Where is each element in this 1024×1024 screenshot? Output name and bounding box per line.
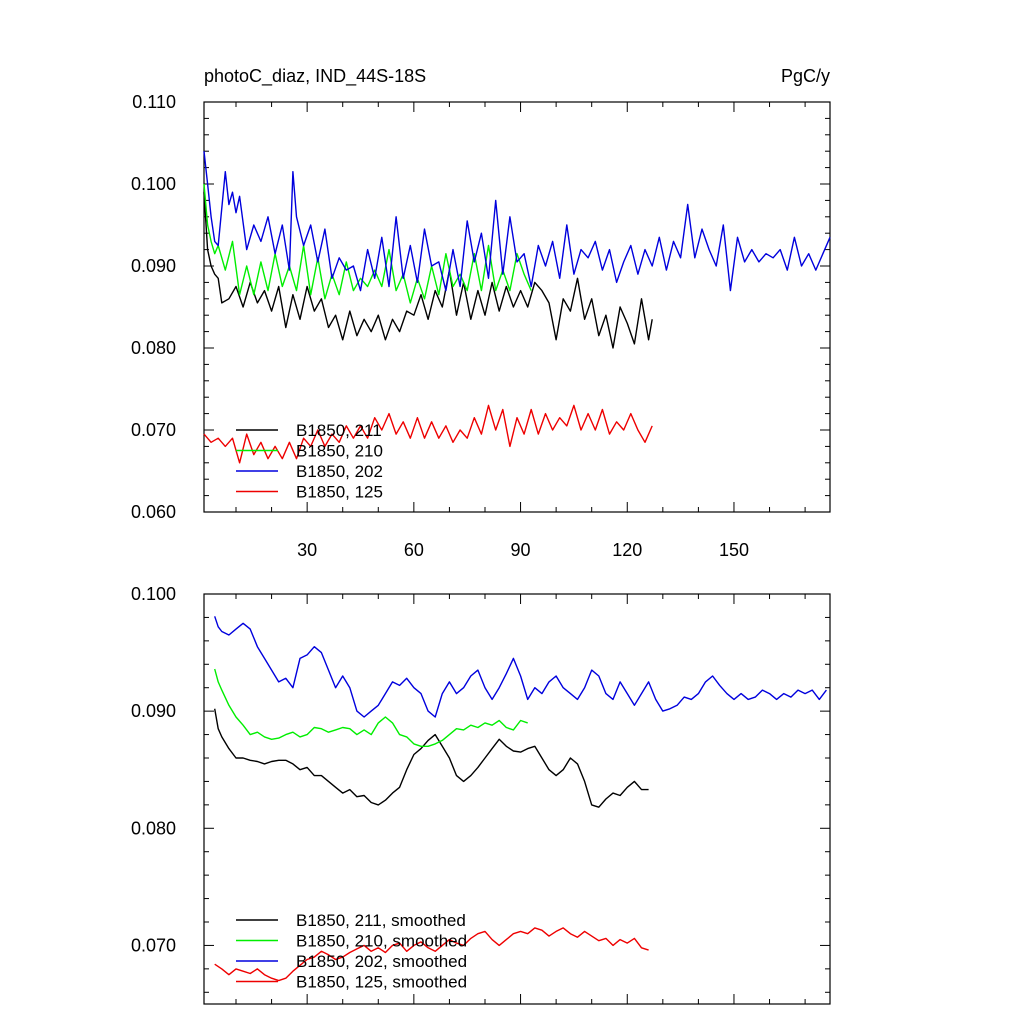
x-tick-label: 150 [719, 540, 749, 560]
legend-label: B1850, 202, smoothed [296, 952, 467, 971]
top-panel: 30 60 90 120 150 0.060 0.070 0.080 0.090 0.100 0.1… [131, 92, 831, 560]
y-tick-label: 0.100 [131, 174, 176, 194]
y-tick-label: 0.070 [131, 935, 176, 955]
y-tick-label: 0.110 [132, 92, 176, 112]
panel-title-right: PgC/y [781, 66, 830, 86]
series-line-b1850-125-smoothed [214, 927, 649, 982]
legend-label: B1850, 125, smoothed [296, 973, 467, 992]
legend-label: B1850, 211, smoothed [296, 911, 466, 930]
series-line-b1850-210-smoothed [214, 668, 528, 747]
y-tick-label: 0.100 [131, 584, 176, 604]
y-tick-label: 0.080 [131, 338, 176, 358]
x-tick-label: 60 [404, 540, 424, 560]
legend-label: B1850, 210 [296, 442, 383, 461]
legend-label: B1850, 202 [296, 462, 383, 481]
x-tick-label: 30 [297, 540, 317, 560]
y-tick-label: 0.060 [131, 502, 176, 522]
bottom-panel: 0.070 0.080 0.090 0.100 B1850, 211, smoothed… [131, 584, 831, 1005]
series-line-b1850-211 [203, 192, 653, 349]
series-line-b1850-202 [203, 151, 831, 292]
plot-frame [203, 593, 831, 1005]
legend-label: B1850, 125 [296, 483, 383, 502]
series-line-b1850-202-smoothed [214, 616, 827, 718]
legend-label: B1850, 210, smoothed [296, 932, 467, 951]
y-tick-label: 0.080 [131, 818, 176, 838]
x-tick-label: 90 [511, 540, 531, 560]
y-tick-label: 0.090 [131, 701, 176, 721]
plot-frame [203, 101, 831, 513]
series-line-b1850-210 [203, 183, 532, 304]
panel-title-left: photoC_diaz, IND_44S-18S [204, 66, 426, 87]
series-line-b1850-125 [203, 404, 653, 464]
y-tick-label: 0.090 [131, 256, 176, 276]
series-line-b1850-211-smoothed [214, 708, 649, 808]
x-tick-label: 120 [612, 540, 642, 560]
y-tick-label: 0.070 [131, 420, 176, 440]
legend-label: B1850, 211 [296, 421, 382, 440]
